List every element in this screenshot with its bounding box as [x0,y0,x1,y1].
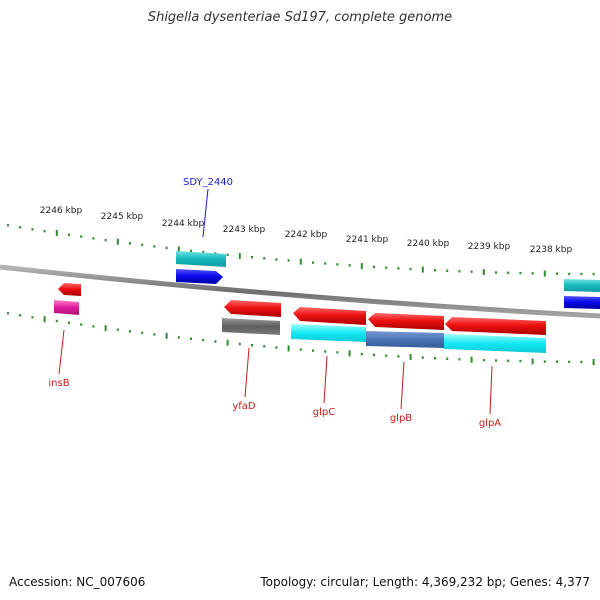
scale-label: 2239 kbp [468,242,511,252]
gene-arrow-yfad[interactable] [224,300,281,317]
gene-cds-insb[interactable] [54,300,79,315]
scale-label: 2238 kbp [530,245,573,255]
scale-label: 2246 kbp [40,206,83,216]
gene-cds-sdy-2440[interactable] [176,251,226,267]
gene-arrow-sdy-2440[interactable] [176,269,223,284]
scale-label: 2242 kbp [285,230,328,240]
page-title: Shigella dysenteriae Sd197, complete gen… [147,10,453,25]
scale-label: 2243 kbp [223,225,266,235]
gene-label-sdy-2440[interactable]: SDY_2440 [183,177,233,188]
gene-cds-yfad[interactable] [222,318,280,335]
gene-label-insb[interactable]: insB [48,378,69,389]
genome-summary-text: Topology: circular; Length: 4,369,232 bp… [260,575,590,589]
gene-label-glpb[interactable]: glpB [390,413,412,424]
leader-line-glpa [489,365,493,415]
scale-label: 2241 kbp [346,235,389,245]
scale-ticks-upper [7,224,595,277]
gene-arrow-insb[interactable] [58,283,81,296]
gene-cds-glpc[interactable] [291,324,366,342]
gene-label-glpc[interactable]: glpC [313,407,335,418]
gene-label-yfad[interactable]: yfaD [232,401,256,412]
scale-label: 2245 kbp [101,212,144,222]
accession-text: Accession: NC_007606 [9,575,146,589]
scale-ticks-lower [7,312,595,365]
genome-backbone [0,264,600,319]
gene-cds-right-edge[interactable] [564,279,600,292]
gene-cds-glpa[interactable] [444,334,546,353]
gene-label-glpa[interactable]: glpA [479,418,501,429]
scale-label: 2240 kbp [407,239,450,249]
leader-line-glpb [400,361,405,410]
gene-cds-glpb[interactable] [366,331,444,348]
leader-line-glpc [323,355,328,404]
scale-label: 2244 kbp [162,219,205,229]
gene-arrow-right-edge[interactable] [564,296,600,309]
gene-arrow-glpb[interactable] [368,313,444,330]
leader-line-insb [58,329,65,375]
gene-arrow-glpc[interactable] [293,307,366,325]
gene-arrow-glpa[interactable] [445,317,546,335]
leader-line-yfad [244,347,250,398]
leader-line-sdy-2440 [202,188,209,238]
scale-labels: 2246 kbp 2245 kbp 2244 kbp 2243 kbp 2242… [40,206,573,255]
